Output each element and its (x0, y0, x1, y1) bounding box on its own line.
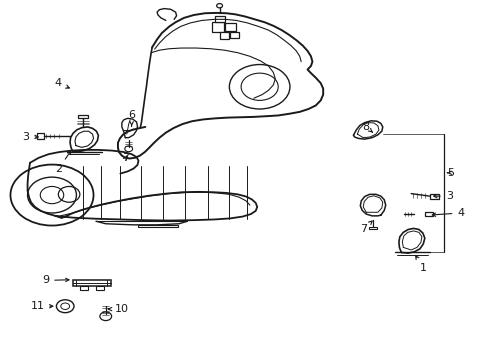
Polygon shape (215, 16, 225, 22)
Text: 9: 9 (42, 275, 69, 285)
Text: 5: 5 (447, 168, 454, 178)
Polygon shape (369, 226, 377, 229)
Polygon shape (78, 116, 88, 118)
Polygon shape (37, 134, 44, 139)
Polygon shape (425, 212, 433, 216)
Text: 4: 4 (432, 208, 465, 218)
Text: 3: 3 (23, 132, 38, 142)
Polygon shape (96, 286, 104, 291)
Text: 4: 4 (55, 78, 69, 88)
Text: 6: 6 (128, 111, 135, 126)
Text: 11: 11 (30, 301, 53, 311)
Polygon shape (139, 225, 177, 227)
Text: 1: 1 (416, 256, 427, 273)
Polygon shape (220, 32, 229, 40)
Text: 10: 10 (108, 304, 129, 314)
Text: 7: 7 (360, 221, 372, 234)
Text: 3: 3 (434, 191, 453, 201)
Text: 7: 7 (122, 153, 129, 163)
Polygon shape (225, 23, 236, 31)
Polygon shape (80, 286, 88, 291)
Polygon shape (212, 22, 224, 32)
Polygon shape (230, 32, 239, 39)
Text: 8: 8 (363, 122, 372, 132)
Polygon shape (430, 194, 440, 199)
Text: 2: 2 (55, 151, 71, 174)
Polygon shape (73, 280, 111, 286)
